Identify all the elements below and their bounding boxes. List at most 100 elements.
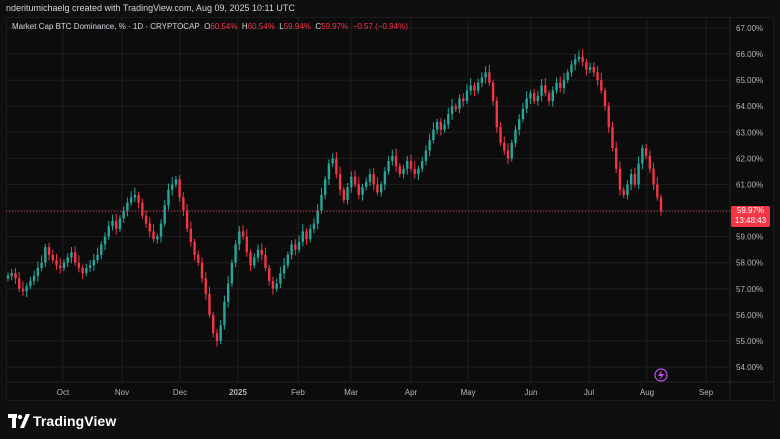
candle-body [454, 106, 457, 109]
y-tick-label: 67.00% [736, 24, 763, 33]
candle-body [488, 72, 491, 83]
candle-body [409, 160, 413, 169]
candle-body [514, 129, 517, 143]
high-label: H [241, 22, 248, 31]
high-value: 60.54% [247, 22, 275, 31]
candle-body [633, 174, 637, 185]
candle-body [279, 273, 282, 284]
y-tick-label: 56.00% [736, 311, 763, 320]
candle-body [133, 194, 137, 198]
last-price-value: 59.97% [736, 206, 765, 215]
candle-body [103, 236, 107, 245]
candle-body [29, 280, 32, 287]
candle-body [253, 257, 256, 266]
candle-body [17, 278, 21, 289]
candle-body [6, 275, 10, 279]
candle-body [615, 147, 618, 169]
candle-body [148, 223, 151, 232]
candle-body [182, 197, 185, 211]
candle-body [462, 98, 465, 102]
candle-body [223, 301, 226, 326]
candle-body [77, 262, 81, 268]
open-label: O [204, 22, 211, 31]
candle-body [96, 254, 99, 261]
candle-body [297, 241, 301, 250]
y-tick-label: 58.00% [736, 259, 763, 268]
candle-body [219, 325, 222, 341]
candle-body [85, 267, 88, 274]
candle-body [62, 262, 66, 268]
x-tick-label: Mar [344, 388, 358, 397]
candle-body [163, 205, 166, 224]
candle-body [129, 197, 133, 203]
y-tick-label: 62.00% [736, 154, 763, 163]
candle-body [66, 257, 69, 263]
candle-body [144, 215, 148, 224]
candle-body [70, 252, 73, 258]
x-tick-label: Dec [173, 388, 187, 397]
candle-body [652, 168, 655, 185]
candle-body [309, 228, 312, 240]
candle-body [21, 288, 25, 292]
candle-body [55, 260, 58, 266]
candle-body [200, 262, 204, 279]
candle-body [167, 189, 170, 206]
candle-body [137, 194, 140, 203]
bar-countdown: 13:48:43 [734, 216, 767, 225]
candle-body [338, 174, 342, 190]
candle-body [540, 85, 543, 96]
candle-body [529, 93, 532, 99]
price-chart[interactable]: 67.00% 66.00% 65.00% 64.00% 63.00% 62.00% 61.0… [6, 17, 774, 401]
candle-body [544, 85, 547, 94]
candle-body [197, 254, 200, 263]
low-label: L [279, 22, 284, 31]
candle-body [234, 244, 237, 263]
candle-body [185, 210, 189, 229]
top-bar: nderitumichaelg created with TradingView… [0, 0, 780, 17]
candle-body [327, 163, 331, 180]
candle-body [394, 155, 398, 167]
candle-body [268, 267, 271, 281]
candle-body [59, 265, 62, 268]
x-tick-label: 2025 [229, 388, 247, 397]
candle-body [417, 168, 420, 175]
candle-body [428, 140, 431, 151]
candle-body [536, 95, 540, 102]
candle-body [282, 265, 286, 274]
chart-panel[interactable] [6, 17, 774, 401]
footer-bar: TradingView [0, 401, 780, 439]
candle-body [376, 184, 379, 193]
candle-body [607, 106, 610, 128]
candle-body [51, 254, 54, 261]
candle-body [301, 231, 304, 242]
candle-body [346, 187, 349, 201]
candle-body [174, 179, 178, 185]
candle-body [335, 158, 338, 175]
candle-body [372, 174, 375, 185]
candle-body [491, 82, 495, 102]
candle-body [510, 142, 513, 159]
candle-body [547, 93, 551, 102]
candle-body [14, 273, 17, 279]
tradingview-logo[interactable]: TradingView [8, 413, 116, 429]
y-tick-label: 66.00% [736, 50, 763, 59]
last-price-tag: 59.97% 13:48:43 [731, 206, 770, 227]
candle-body [81, 267, 84, 274]
candle-body [503, 142, 506, 151]
candle-body [570, 64, 573, 73]
y-tick-label: 59.00% [736, 233, 763, 242]
candle-body [245, 236, 249, 253]
open-value: 60.54% [210, 22, 238, 31]
candle-body [47, 247, 51, 255]
candle-body [316, 210, 319, 224]
x-tick-label: Sep [699, 388, 714, 397]
chart-legend: Market Cap BTC Dominance, % · 1D · CRYPT… [12, 22, 408, 31]
candle-body [204, 278, 207, 294]
candle-body [592, 67, 596, 73]
candle-body [368, 174, 372, 182]
x-tick-label: Jul [584, 388, 594, 397]
candle-body [193, 241, 196, 255]
candle-body [215, 333, 219, 341]
candle-body [566, 72, 569, 81]
candle-body [212, 314, 215, 334]
